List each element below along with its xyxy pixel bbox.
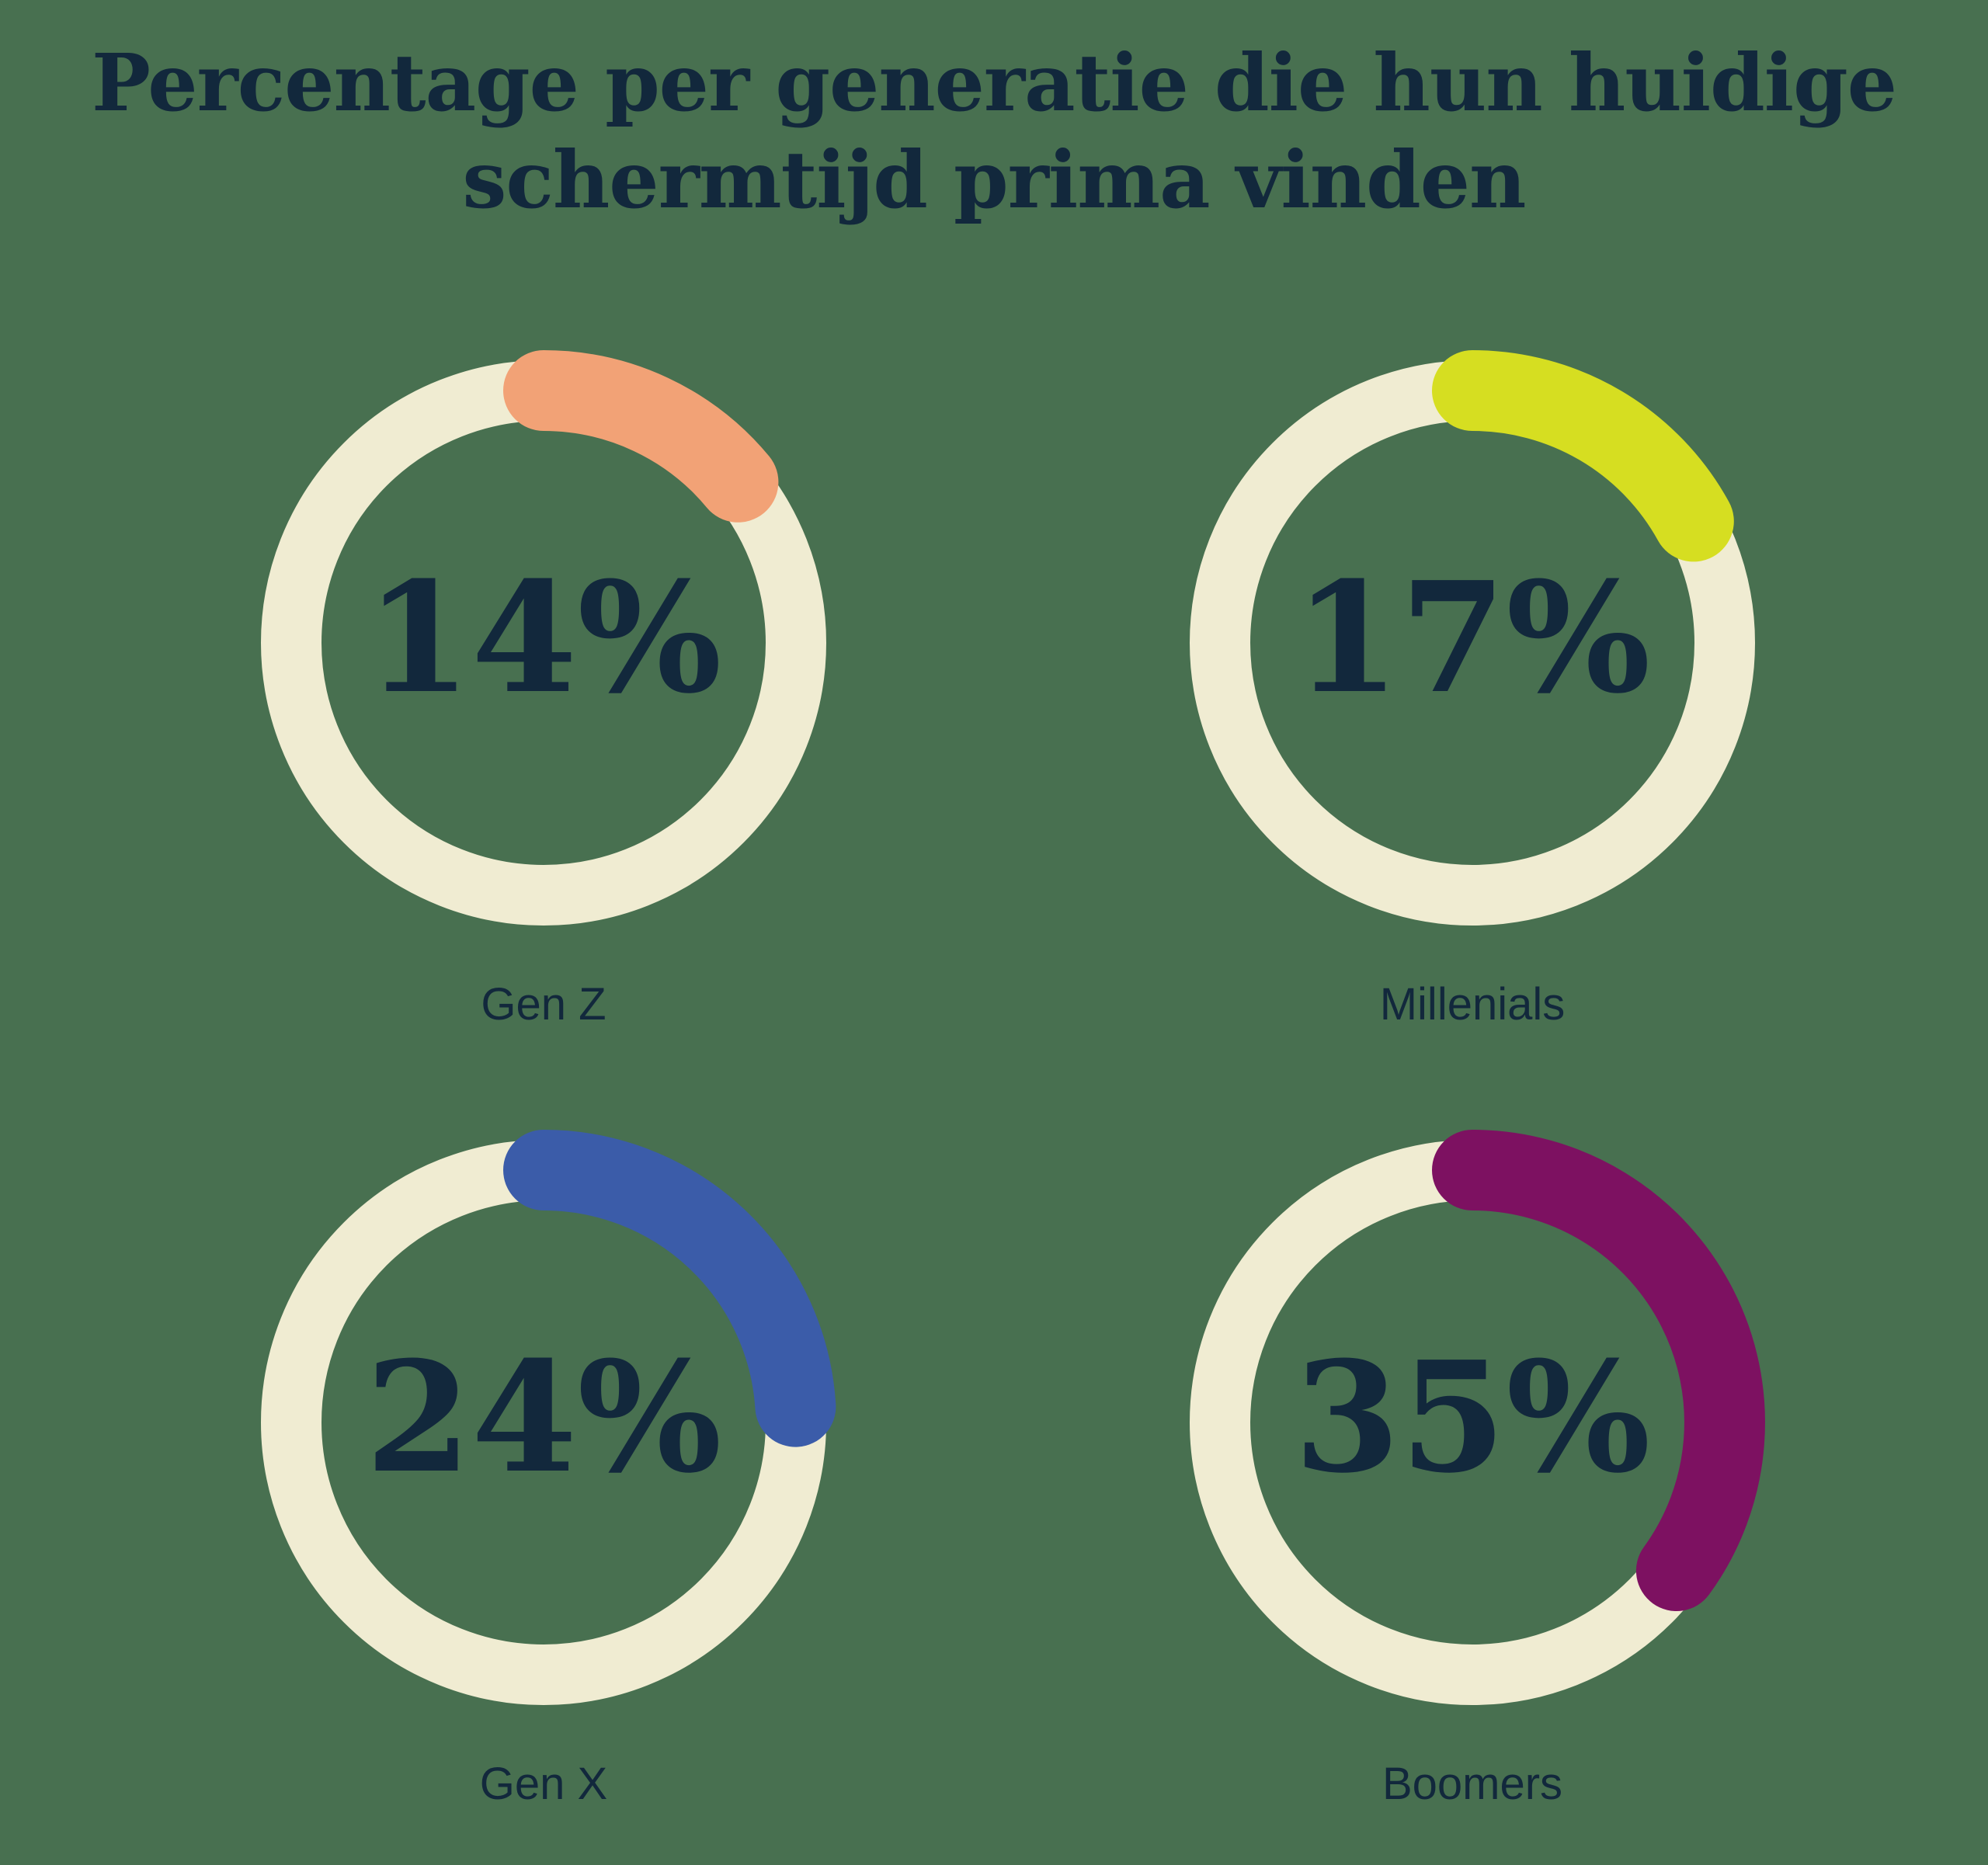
donut-chart: 35% — [1190, 1130, 1765, 1705]
donut-chart: 14% — [261, 350, 826, 926]
generation-label: Gen X — [479, 1759, 608, 1809]
donut-card-gen-z: 14% Gen Z — [248, 348, 839, 1030]
donut-card-gen-x: 24% Gen X — [248, 1127, 839, 1810]
donut-arc — [503, 350, 779, 523]
donut-value-text: 17% — [1295, 549, 1651, 728]
chart-title: Percentage per generatie die hun huidige… — [0, 34, 1988, 228]
donut-arc — [1432, 350, 1734, 562]
generation-label: Gen Z — [481, 979, 606, 1030]
donut-card-millenials: 17% Millenials — [1177, 348, 1767, 1030]
donut-chart: 17% — [1190, 350, 1755, 926]
generation-label: Millenials — [1379, 979, 1566, 1030]
chart-title-line-2: schermtijd prima vinden — [462, 134, 1527, 227]
donut-card-boomers: 35% Boomers — [1177, 1127, 1767, 1810]
chart-title-line-1: Percentage per generatie die hun huidige — [92, 36, 1897, 129]
donut-arc — [503, 1130, 836, 1447]
donut-value-text: 35% — [1295, 1328, 1651, 1507]
donut-chart: 24% — [261, 1130, 836, 1705]
donut-value-text: 14% — [366, 549, 722, 728]
donut-value-text: 24% — [366, 1328, 722, 1507]
generation-label: Boomers — [1382, 1759, 1563, 1809]
donut-arc — [1432, 1130, 1765, 1611]
